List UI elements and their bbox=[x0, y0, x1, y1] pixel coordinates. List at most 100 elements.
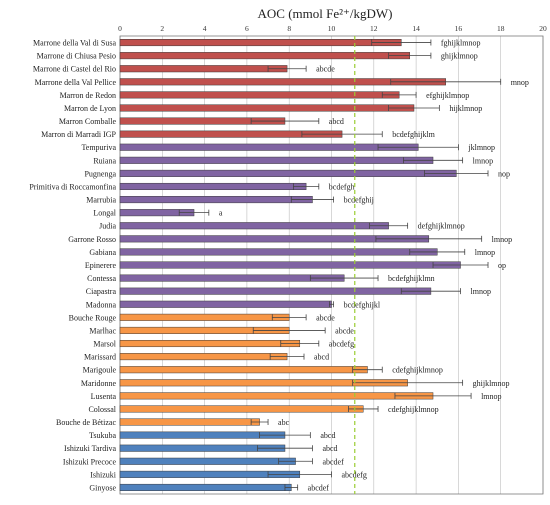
x-tick-label-8: 8 bbox=[287, 24, 291, 33]
category-label-maridonne: Maridonne bbox=[81, 379, 117, 388]
significance-letters-madonna: bcdefghijkl bbox=[344, 300, 381, 309]
significance-letters-tsukuba: abcd bbox=[320, 431, 335, 440]
bar-marrone-di-castel-del-rio bbox=[119, 65, 288, 73]
bar-ciapastra bbox=[119, 287, 432, 295]
category-label-gabiana: Gabiana bbox=[89, 248, 116, 257]
category-label-ishizuki: Ishizuki bbox=[90, 470, 117, 479]
x-tick-label-14: 14 bbox=[412, 24, 420, 33]
significance-letters-bouche-rouge: abcde bbox=[316, 313, 335, 322]
significance-letters-judia: defghijklmnop bbox=[418, 222, 465, 231]
bar-ishizuki-precoce bbox=[119, 457, 296, 465]
category-label-lusenta: Lusenta bbox=[91, 392, 117, 401]
x-tick-label-0: 0 bbox=[118, 24, 122, 33]
bar-lusenta bbox=[119, 392, 434, 400]
significance-letters-ishizuki-tardiva: abcd bbox=[322, 444, 337, 453]
category-label-colossal: Colossal bbox=[88, 405, 116, 414]
category-label-ciapastra: Ciapastra bbox=[86, 287, 117, 296]
category-label-tsukuba: Tsukuba bbox=[89, 431, 116, 440]
category-label-marrone-di-castel-del-rio: Marrone di Castel del Rio bbox=[33, 65, 116, 74]
category-label-marlhac: Marlhac bbox=[89, 326, 116, 335]
bar-marrone-di-chiusa-pesio bbox=[119, 52, 411, 60]
x-tick-label-18: 18 bbox=[497, 24, 505, 33]
bar-ruiana bbox=[119, 156, 434, 164]
category-label-judia: Judia bbox=[99, 222, 116, 231]
category-label-bouche-rouge: Bouche Rouge bbox=[69, 313, 117, 322]
category-label-epinerere: Epinerere bbox=[85, 261, 117, 270]
bar-bouche-de-betizac bbox=[119, 418, 260, 426]
significance-letters-ruiana: lmnop bbox=[473, 156, 493, 165]
bar-bouche-rouge bbox=[119, 313, 290, 321]
significance-letters-marron-de-lyon: hijklmnop bbox=[449, 104, 482, 113]
significance-letters-garrone-rosso: lmnop bbox=[492, 235, 512, 244]
category-label-marigoule: Marigoule bbox=[83, 366, 117, 375]
bar-gabiana bbox=[119, 248, 438, 256]
category-label-marrone-di-chiusa-pesio: Marrone di Chiusa Pesio bbox=[37, 52, 116, 61]
significance-letters-marrubia: bcdefghij bbox=[344, 196, 374, 205]
significance-letters-ishizuki: abcdefg bbox=[342, 470, 367, 479]
bar-primitiva-di-roccamonfina bbox=[119, 182, 307, 191]
bar-marrone-della-val-di-susa bbox=[119, 39, 402, 47]
bar-marron-de-redon bbox=[119, 91, 400, 99]
bar-colossal bbox=[119, 405, 364, 413]
significance-letters-colossal: cdefghijklmnop bbox=[388, 405, 439, 414]
x-tick-label-10: 10 bbox=[328, 24, 336, 33]
category-label-longal: Longal bbox=[93, 209, 116, 218]
category-label-ishizuki-tardiva: Ishizuki Tardiva bbox=[64, 444, 116, 453]
significance-letters-longal: a bbox=[219, 209, 223, 218]
category-label-marrone-della-val-pellice: Marrone della Val Pellice bbox=[35, 78, 117, 87]
category-label-madonna: Madonna bbox=[86, 300, 117, 309]
x-tick-label-4: 4 bbox=[203, 24, 207, 33]
category-label-ishizuki-precoce: Ishizuki Precoce bbox=[63, 457, 117, 466]
category-label-primitiva-di-roccamonfina: Primitiva di Roccamonfina bbox=[29, 182, 116, 191]
category-label-garrone-rosso: Garrone Rosso bbox=[68, 235, 116, 244]
significance-letters-marigoule: cdefghijklmnop bbox=[392, 366, 443, 375]
category-label-marron-de-lyon: Marron de Lyon bbox=[64, 104, 116, 113]
significance-letters-maridonne: ghijklmnop bbox=[473, 379, 510, 388]
significance-letters-marrone-della-val-pellice: mnop bbox=[511, 78, 529, 87]
significance-letters-lusenta: lmnop bbox=[481, 392, 501, 401]
significance-letters-primitiva-di-roccamonfina: bcdefgh bbox=[329, 182, 355, 191]
x-tick-label-16: 16 bbox=[455, 24, 463, 33]
category-label-marron-di-marradi-igp: Marron di Marradi IGP bbox=[41, 130, 116, 139]
x-tick-label-2: 2 bbox=[160, 24, 164, 33]
category-label-marron-de-redon: Marron de Redon bbox=[60, 91, 116, 100]
category-label-ruiana: Ruiana bbox=[93, 156, 116, 165]
x-tick-label-20: 20 bbox=[539, 24, 547, 33]
x-tick-label-6: 6 bbox=[245, 24, 249, 33]
significance-letters-marissard: abcd bbox=[314, 353, 329, 362]
category-label-contessa: Contessa bbox=[87, 274, 116, 283]
category-label-pugnenga: Pugnenga bbox=[84, 169, 116, 178]
bar-tempuriva bbox=[119, 143, 419, 151]
significance-letters-contessa: bcdefghijklmn bbox=[388, 274, 435, 283]
significance-letters-marsol: abcdefg bbox=[329, 340, 354, 349]
significance-letters-ciapastra: lmnop bbox=[471, 287, 491, 296]
category-label-marron-comballe: Marron Comballe bbox=[59, 117, 117, 126]
significance-letters-gabiana: lmnop bbox=[475, 248, 495, 257]
category-label-marissard: Marissard bbox=[84, 353, 116, 362]
category-label-marrone-della-val-di-susa: Marrone della Val di Susa bbox=[33, 39, 116, 48]
significance-letters-marron-de-redon: efghijklmnop bbox=[426, 91, 469, 100]
significance-letters-marrone-di-chiusa-pesio: ghijklmnop bbox=[441, 52, 478, 61]
significance-letters-marrone-di-castel-del-rio: abcde bbox=[316, 65, 335, 74]
significance-letters-marrone-della-val-di-susa: fghijklmnop bbox=[441, 39, 481, 48]
bar-epinerere bbox=[119, 261, 461, 269]
significance-letters-marron-di-marradi-igp: bcdefghijklm bbox=[392, 130, 435, 139]
category-label-marrubia: Marrubia bbox=[86, 196, 116, 205]
bar-marrubia bbox=[119, 196, 313, 204]
bar-marissard bbox=[119, 353, 288, 361]
bar-marron-de-lyon bbox=[119, 104, 415, 112]
significance-letters-bouche-de-betizac: abc bbox=[278, 418, 290, 427]
category-label-tempuriva: Tempuriva bbox=[81, 143, 116, 152]
significance-letters-pugnenga: nop bbox=[498, 169, 510, 178]
chart-title: AOC (mmol Fe²⁺/kgDW) bbox=[258, 6, 393, 21]
x-tick-label-12: 12 bbox=[370, 24, 378, 33]
significance-letters-ginyose: abcdef bbox=[308, 483, 330, 492]
bar-madonna bbox=[119, 300, 332, 308]
significance-letters-marlhac: abcde bbox=[335, 326, 354, 335]
category-label-bouche-de-betizac: Bouche de Bétizac bbox=[56, 418, 116, 427]
bar-judia bbox=[119, 222, 389, 230]
bar-marigoule bbox=[119, 366, 368, 374]
category-label-ginyose: Ginyose bbox=[89, 483, 116, 492]
